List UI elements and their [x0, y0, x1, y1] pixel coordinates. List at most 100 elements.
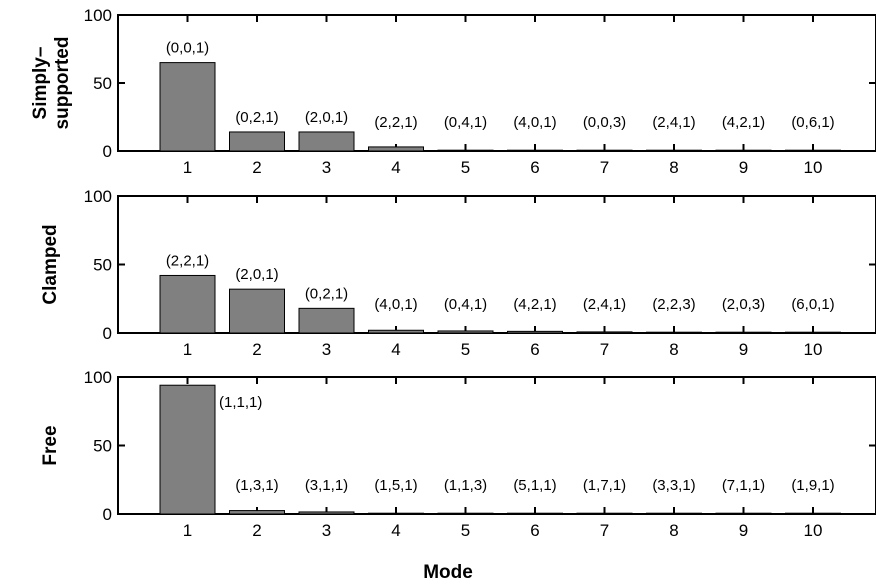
bar: [159, 274, 216, 334]
bar: [646, 149, 702, 152]
x-tick-label: 6: [530, 521, 539, 540]
bar: [646, 331, 702, 334]
y-axis-label: supported: [52, 37, 73, 130]
bar-value-label: (2,0,1): [235, 266, 278, 283]
bar: [368, 329, 424, 334]
bar: [437, 330, 494, 334]
bar-value-label: (5,1,1): [513, 477, 556, 494]
bar-value-label: (2,0,1): [305, 109, 348, 126]
y-tick-label: 100: [84, 368, 112, 387]
x-tick-label: 5: [461, 340, 470, 359]
bar: [507, 512, 563, 515]
x-tick-label: 5: [461, 521, 470, 540]
x-tick-label: 3: [322, 521, 331, 540]
x-tick-label: 8: [669, 158, 678, 177]
bar-value-label: (0,4,1): [444, 296, 487, 313]
bar: [368, 512, 424, 515]
x-tick-label: 1: [183, 158, 192, 177]
x-axis-label: Mode: [423, 562, 473, 583]
bar: [646, 512, 702, 515]
x-tick-label: 7: [600, 158, 609, 177]
x-tick-label: 10: [804, 158, 823, 177]
y-tick-label: 0: [103, 142, 112, 161]
bar-value-label: (1,7,1): [583, 477, 626, 494]
x-tick-label: 3: [322, 158, 331, 177]
bar: [159, 62, 216, 152]
bar: [715, 331, 772, 334]
bar-value-label: (0,6,1): [791, 114, 834, 131]
bar-value-label: (0,0,3): [583, 114, 626, 131]
bar: [159, 384, 216, 515]
bar-value-label: (1,3,1): [235, 477, 278, 494]
bar-value-label: (7,1,1): [722, 477, 765, 494]
x-tick-label: 9: [739, 158, 748, 177]
bar: [785, 149, 841, 152]
x-tick-label: 1: [183, 521, 192, 540]
x-tick-label: 8: [669, 521, 678, 540]
bar-value-label: (1,9,1): [791, 477, 834, 494]
bar-value-label: (0,4,1): [444, 114, 487, 131]
x-tick-label: 2: [252, 521, 261, 540]
bar: [229, 131, 285, 152]
bar-value-label: (1,1,1): [219, 394, 262, 411]
x-tick-label: 4: [391, 340, 400, 359]
y-axis-label: Simply–: [30, 47, 51, 120]
x-tick-label: 10: [804, 340, 823, 359]
y-axis-label: Free: [40, 425, 61, 465]
y-tick-label: 100: [84, 187, 112, 206]
x-tick-label: 2: [252, 158, 261, 177]
bar: [785, 512, 841, 515]
bar-value-label: (2,2,1): [166, 252, 209, 269]
bar-value-label: (2,2,3): [652, 296, 695, 313]
x-tick-label: 9: [739, 340, 748, 359]
x-tick-label: 9: [739, 521, 748, 540]
x-tick-label: 8: [669, 340, 678, 359]
bar: [715, 149, 772, 152]
x-tick-label: 3: [322, 340, 331, 359]
bar: [298, 307, 355, 334]
x-tick-label: 6: [530, 158, 539, 177]
y-tick-label: 0: [103, 505, 112, 524]
bar-value-label: (4,0,1): [374, 296, 417, 313]
bar-value-label: (2,4,1): [652, 114, 695, 131]
x-tick-label: 4: [391, 521, 400, 540]
bar: [437, 512, 494, 515]
bar-value-label: (2,4,1): [583, 296, 626, 313]
bar-value-label: (4,0,1): [513, 114, 556, 131]
x-tick-label: 6: [530, 340, 539, 359]
x-tick-label: 2: [252, 340, 261, 359]
y-tick-label: 50: [93, 437, 112, 456]
bar: [229, 288, 285, 334]
x-tick-label: 4: [391, 158, 400, 177]
bar: [576, 149, 633, 152]
y-tick-label: 0: [103, 324, 112, 343]
bar: [368, 146, 424, 152]
bar-value-label: (6,0,1): [791, 296, 834, 313]
bar: [507, 149, 563, 152]
y-tick-label: 50: [93, 256, 112, 275]
bar: [576, 331, 633, 334]
bar-value-label: (1,5,1): [374, 477, 417, 494]
x-tick-label: 1: [183, 340, 192, 359]
bar: [715, 512, 772, 515]
y-tick-label: 50: [93, 74, 112, 93]
y-tick-label: 100: [84, 6, 112, 25]
bar: [785, 331, 841, 334]
bar-value-label: (4,2,1): [513, 296, 556, 313]
bar-value-label: (4,2,1): [722, 114, 765, 131]
bar: [298, 511, 355, 515]
bar: [229, 510, 285, 515]
bar: [576, 512, 633, 515]
bar-value-label: (2,0,3): [722, 296, 765, 313]
bar: [507, 330, 563, 334]
x-tick-label: 10: [804, 521, 823, 540]
x-tick-label: 5: [461, 158, 470, 177]
y-axis-label: Clamped: [40, 224, 61, 304]
bar-value-label: (1,1,3): [444, 477, 487, 494]
bar: [437, 149, 494, 152]
bar-value-label: (3,3,1): [652, 477, 695, 494]
x-tick-label: 7: [600, 521, 609, 540]
bar-value-label: (0,2,1): [235, 109, 278, 126]
bar-value-label: (0,2,1): [305, 285, 348, 302]
